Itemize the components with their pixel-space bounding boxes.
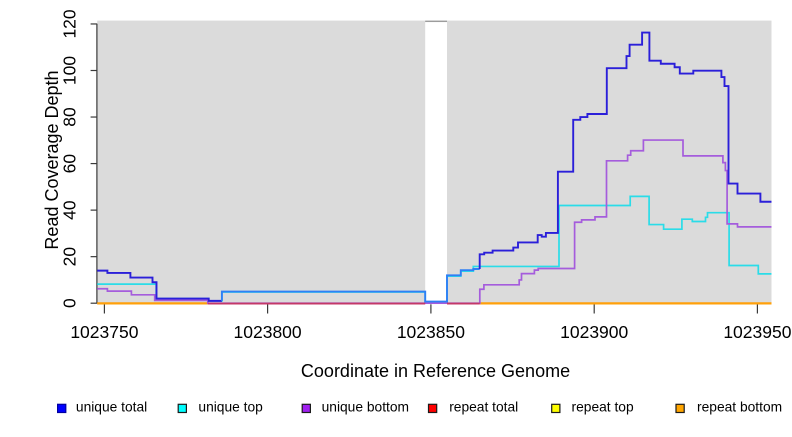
svg-text:60: 60 xyxy=(60,154,80,174)
svg-text:repeat bottom: repeat bottom xyxy=(697,399,782,414)
svg-text:unique total: unique total xyxy=(76,399,147,414)
svg-text:Read Coverage Depth: Read Coverage Depth xyxy=(42,70,62,249)
svg-text:Coordinate in Reference Genome: Coordinate in Reference Genome xyxy=(301,361,570,381)
svg-text:unique bottom: unique bottom xyxy=(322,399,409,414)
svg-text:40: 40 xyxy=(60,200,80,220)
svg-text:repeat total: repeat total xyxy=(449,399,518,414)
svg-text:0: 0 xyxy=(60,298,80,308)
svg-text:1023750: 1023750 xyxy=(70,322,138,342)
svg-text:unique top: unique top xyxy=(198,399,263,414)
svg-text:1023950: 1023950 xyxy=(723,322,791,342)
svg-text:100: 100 xyxy=(60,56,80,85)
svg-text:1023850: 1023850 xyxy=(397,322,465,342)
svg-text:1023900: 1023900 xyxy=(560,322,628,342)
svg-text:120: 120 xyxy=(60,9,80,38)
svg-text:80: 80 xyxy=(60,107,80,127)
svg-text:20: 20 xyxy=(60,247,80,267)
svg-text:1023800: 1023800 xyxy=(234,322,302,342)
svg-text:repeat top: repeat top xyxy=(572,399,634,414)
